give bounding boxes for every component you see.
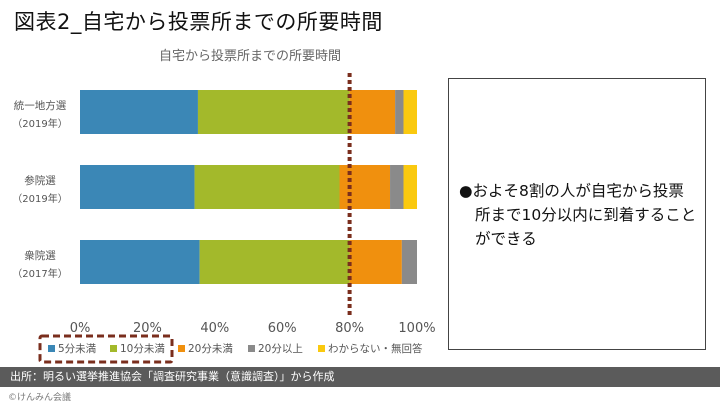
category-label: 統一地方選: [14, 99, 67, 112]
bar-segment: [390, 165, 404, 209]
bar-segment: [197, 90, 350, 134]
bar-segment: [199, 240, 350, 284]
legend-swatch: [248, 345, 255, 352]
callout-text: ●およそ8割の人が自宅から投票所まで10分以内に到着することができる: [459, 182, 697, 248]
bar-segment: [80, 90, 198, 134]
legend-label: わからない・無回答: [328, 342, 423, 355]
bar-segment: [349, 240, 402, 284]
x-axis-ticks: 0% 20% 40% 60% 80% 100%: [70, 321, 436, 336]
category-labels: 統一地方選 （2019年） 参院選 （2019年） 衆院選 （2017年）: [12, 99, 67, 280]
category-label: 衆院選: [24, 249, 56, 262]
legend-swatch: [178, 345, 185, 352]
bar-segment: [194, 165, 340, 209]
legend-label: 20分以上: [258, 343, 303, 355]
x-tick-label: 60%: [268, 321, 297, 336]
bars: [80, 90, 417, 284]
callout-box: ●およそ8割の人が自宅から投票所まで10分以内に到着することができる: [448, 78, 706, 350]
legend-highlight-box: [38, 334, 174, 364]
legend-swatch: [318, 345, 325, 352]
x-tick-label: 0%: [70, 321, 91, 336]
bar-chart: 自宅から投票所までの所要時間 統一地方選 （2019年） 参院選 （2019年） 衆院選…: [12, 48, 436, 364]
bar-segment: [80, 165, 195, 209]
legend-swatch: [48, 345, 55, 352]
copyright: ©けんみん会議: [8, 393, 72, 403]
legend-label: 5分未満: [58, 343, 97, 355]
x-tick-label: 40%: [200, 321, 229, 336]
category-sublabel: （2019年）: [12, 117, 67, 130]
bar-segment: [403, 90, 417, 134]
chart-title: 自宅から投票所までの所要時間: [159, 48, 341, 64]
x-tick-label: 100%: [398, 321, 435, 336]
x-tick-label: 20%: [133, 321, 162, 336]
category-sublabel: （2017年）: [12, 267, 67, 280]
source-note: 出所：明るい選挙推進協会「調査研究事業（意識調査）」から作成: [0, 367, 720, 387]
category-sublabel: （2019年）: [12, 192, 67, 205]
legend-label: 10分未満: [120, 343, 165, 355]
bar-segment: [401, 240, 417, 284]
bar-segment: [403, 165, 417, 209]
legend-label: 20分未満: [188, 343, 233, 355]
slide-title: 図表2_自宅から投票所までの所要時間: [14, 10, 383, 34]
x-tick-label: 80%: [335, 321, 364, 336]
category-label: 参院選: [24, 174, 56, 187]
bar-segment: [349, 90, 396, 134]
legend-swatch: [110, 345, 117, 352]
bar-segment: [395, 90, 404, 134]
legend: 5分未満 10分未満 20分未満 20分以上 わからない・無回答: [38, 334, 423, 364]
bar-segment: [339, 165, 391, 209]
bar-segment: [80, 240, 200, 284]
